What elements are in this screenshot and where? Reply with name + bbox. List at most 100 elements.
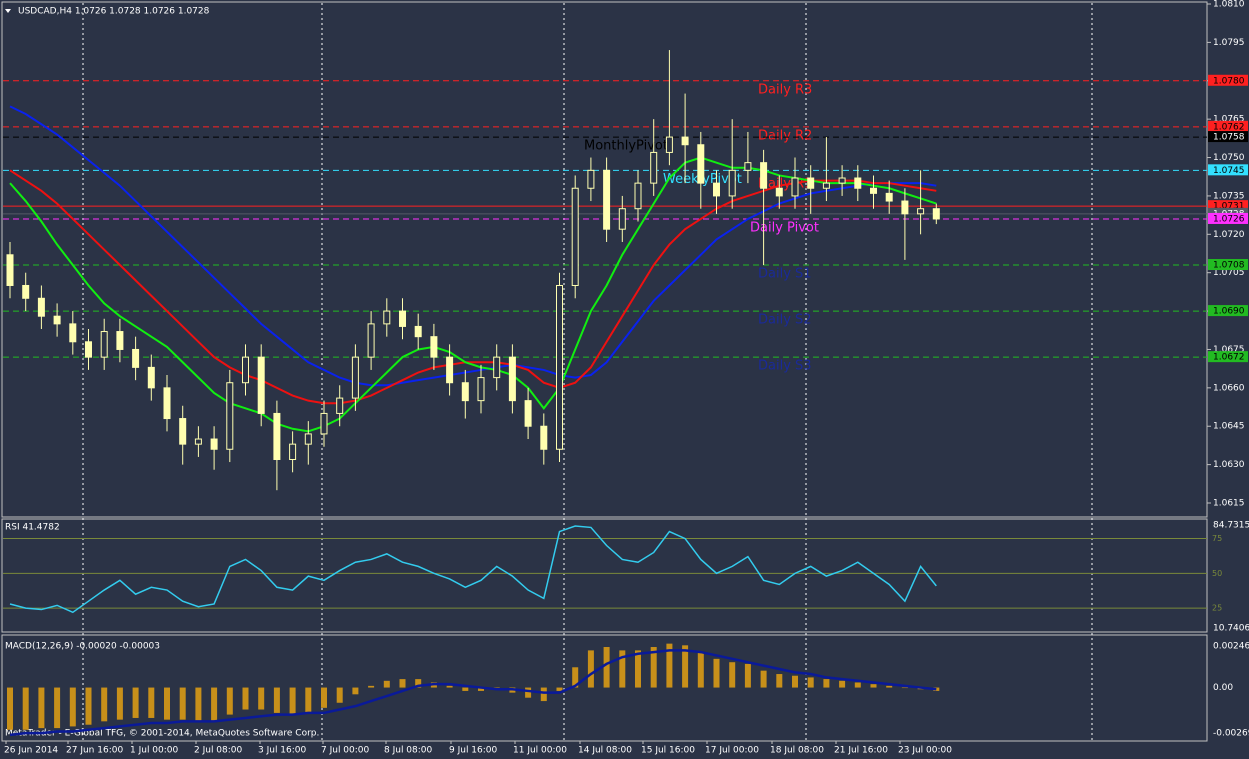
time-label: 8 Jul 08:00 (384, 746, 433, 756)
rsi-tick-label: 10.7406 (1213, 624, 1249, 634)
time-label: 15 Jul 16:00 (641, 746, 695, 756)
macd-bar (85, 687, 92, 725)
candle-body (634, 182, 642, 210)
price-tick-label: 1.0795 (1213, 38, 1245, 48)
candle-body (367, 323, 375, 358)
level-box-label: 1.0726 (1213, 214, 1245, 224)
level-box-label: 1.0731 (1213, 202, 1245, 212)
macd-bar (258, 687, 265, 710)
macd-bar (69, 687, 76, 727)
candle-body (414, 325, 422, 338)
price-tick-label: 1.0810 (1213, 0, 1245, 10)
macd-bar (462, 687, 469, 691)
candle-body (257, 356, 265, 414)
macd-tick-label: 0.00 (1213, 683, 1233, 693)
level-name: Daily R2 (758, 128, 812, 143)
time-label: 11 Jul 00:00 (513, 746, 567, 756)
candle-body (116, 331, 124, 350)
level-box (1208, 305, 1248, 317)
symbol-header: USDCAD,H4 1.0726 1.0728 1.0726 1.0728 (18, 7, 210, 17)
candle-body (556, 284, 563, 450)
level-box (1208, 212, 1248, 224)
moving-average (9, 156, 937, 433)
macd-bar (729, 662, 736, 688)
macd-bar (22, 687, 29, 730)
macd-bar (587, 650, 594, 688)
macd-bar (666, 643, 673, 688)
candle-body (289, 443, 297, 460)
candle-body (304, 433, 312, 445)
macd-bar (383, 680, 390, 688)
level-name: Daily S1 (758, 267, 812, 282)
price-tick-label: 1.0615 (1213, 499, 1245, 509)
macd-bar (116, 687, 123, 720)
time-label: 9 Jul 16:00 (449, 746, 498, 756)
candle-body (22, 284, 30, 299)
candle-body (194, 438, 202, 445)
candle-body (446, 356, 454, 384)
macd-bar (54, 687, 61, 729)
candle-body (69, 323, 77, 343)
candle-body (179, 418, 187, 445)
rsi-label: RSI 41.4782 (5, 523, 60, 533)
macd-bar (368, 685, 375, 688)
candle-body (320, 412, 328, 435)
candle-body (383, 310, 391, 325)
candle-body (822, 182, 830, 189)
macd-bar (195, 687, 202, 722)
price-tick-label: 1.0765 (1213, 115, 1245, 125)
macd-bar (7, 687, 13, 730)
candle-body (728, 169, 736, 197)
rsi-level-label: 25 (1212, 604, 1222, 613)
candle-body (760, 162, 768, 189)
macd-bar (619, 650, 626, 688)
candle-body (713, 182, 720, 197)
level-name: Daily S2 (758, 313, 812, 328)
candle-body (681, 136, 689, 146)
level-box-label: 1.0758 (1213, 133, 1245, 143)
price-tick-label: 1.0660 (1213, 383, 1245, 393)
candle-body (351, 356, 359, 399)
candle-body (210, 438, 218, 450)
candle-body (508, 356, 516, 402)
candle-body (37, 297, 45, 317)
level-box-label: 1.0672 (1213, 353, 1245, 363)
macd-bar (682, 645, 689, 688)
time-label: 27 Jun 16:00 (66, 746, 123, 756)
macd-bar (446, 685, 453, 688)
rsi-level-label: 50 (1212, 569, 1222, 578)
price-tick-label: 1.0750 (1213, 153, 1245, 163)
candle-body (430, 336, 438, 358)
macd-bar (101, 687, 108, 722)
rsi-line (9, 525, 937, 614)
price-tick-label: 1.0645 (1213, 422, 1245, 432)
level-box (1208, 259, 1248, 271)
candle-body (540, 425, 548, 450)
candle-body (838, 177, 846, 184)
macd-bar (870, 684, 877, 688)
macd-bar (807, 677, 814, 688)
candle-body (791, 177, 799, 197)
candle-body (336, 397, 344, 414)
time-label: 7 Jul 00:00 (321, 746, 370, 756)
macd-bar (352, 687, 359, 695)
candle-body (273, 412, 281, 460)
macd-bar (556, 687, 563, 691)
time-label: 17 Jul 00:00 (705, 746, 759, 756)
candle-body (53, 315, 61, 325)
level-box-label: 1.0690 (1213, 307, 1245, 317)
macd-bar (525, 687, 532, 698)
level-box (1208, 200, 1248, 212)
macd-bar (321, 687, 327, 708)
main-panel (1, 1, 1208, 518)
macd-bar (635, 650, 641, 688)
candle-body (242, 356, 249, 384)
macd-bar (901, 687, 908, 689)
candle-body (901, 200, 909, 215)
macd-bar (839, 680, 846, 688)
macd-label: MACD(12,26,9) -0.00020 -0.00003 (5, 642, 160, 652)
time-label: 1 Jul 00:00 (130, 746, 179, 756)
candle-body (807, 177, 815, 189)
candle-body (854, 177, 862, 189)
